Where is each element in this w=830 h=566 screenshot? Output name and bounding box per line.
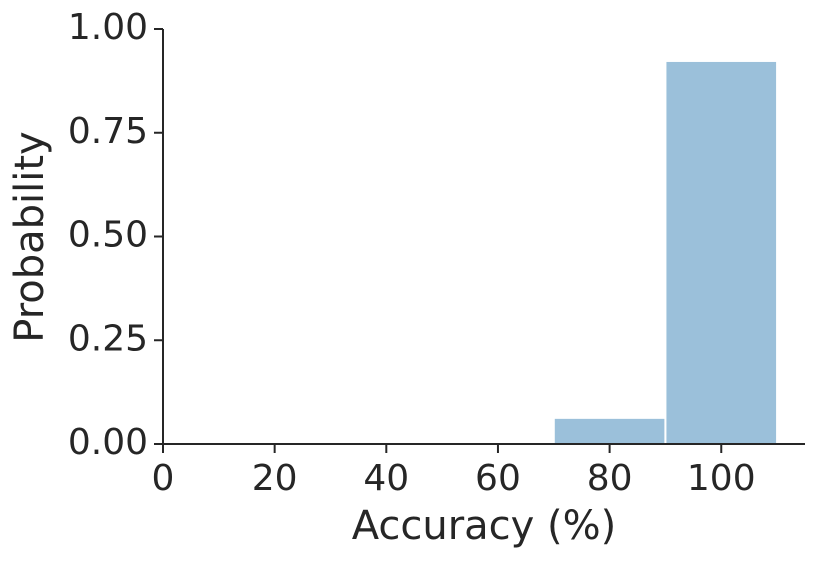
y-axis-label: Probability (7, 131, 53, 342)
bar (552, 416, 667, 446)
y-tick-label: 1.00 (68, 7, 148, 48)
y-tick-label: 0.75 (68, 111, 148, 152)
y-tick-label: 0.25 (68, 318, 148, 359)
x-tick-label: 80 (587, 458, 633, 499)
x-tick-label: 60 (475, 458, 521, 499)
y-tick-label: 0.50 (68, 215, 148, 256)
bar (664, 59, 779, 446)
x-tick-label: 40 (363, 458, 409, 499)
y-tick-label: 0.00 (68, 422, 148, 463)
x-tick-label: 0 (152, 458, 175, 499)
x-tick-label: 100 (687, 458, 756, 499)
x-tick-label: 20 (252, 458, 298, 499)
x-axis-label: Accuracy (%) (352, 503, 617, 549)
